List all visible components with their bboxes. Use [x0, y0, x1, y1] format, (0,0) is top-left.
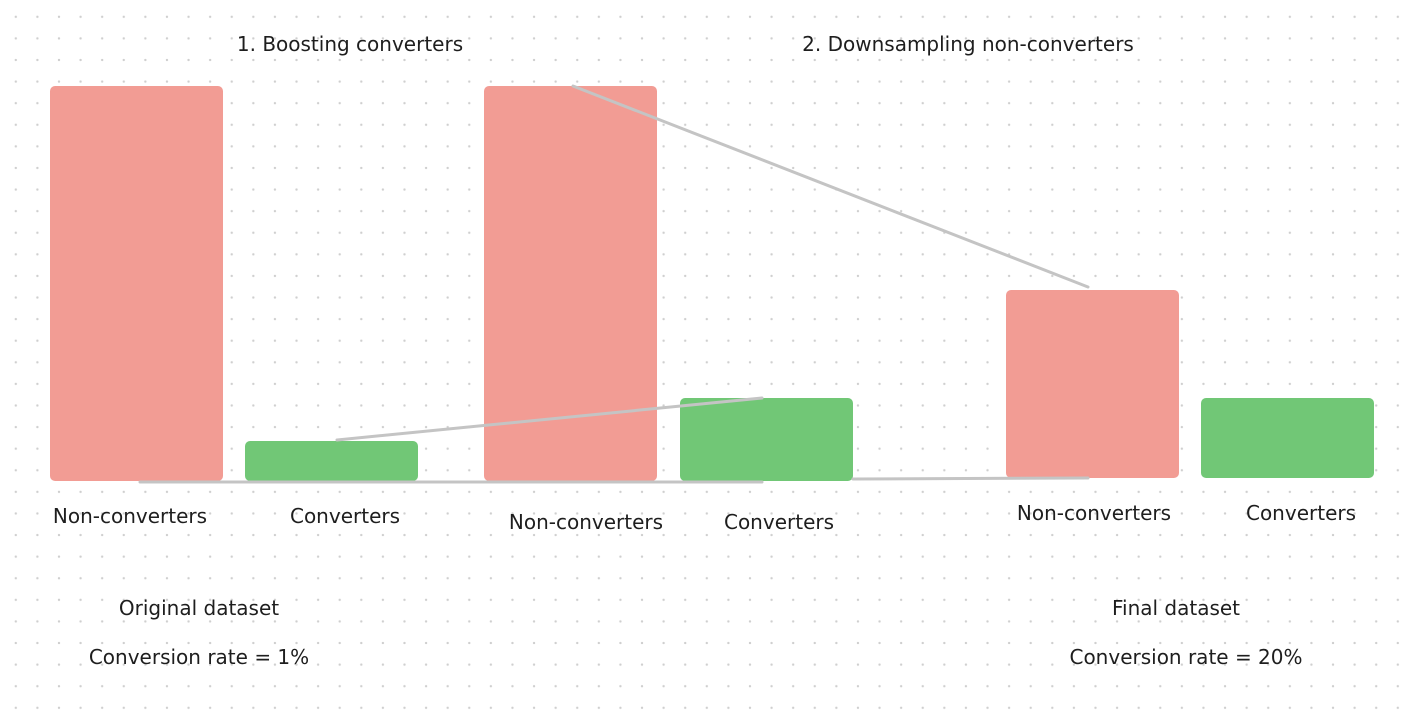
original-dataset-caption: Original dataset — [118, 596, 280, 620]
original-converters-label: Converters — [289, 504, 401, 528]
final-non-converters-bar — [1006, 290, 1179, 478]
final-conversion-rate: Conversion rate = 20% — [1069, 645, 1303, 669]
original-converters-bar — [245, 441, 418, 481]
boosted-converters-bar — [680, 398, 853, 481]
step-2-title: 2. Downsampling non-converters — [802, 32, 1134, 56]
final-converters-label: Converters — [1245, 501, 1357, 525]
original-non-converters-bar — [50, 86, 223, 481]
final-non-converters-label: Non-converters — [1016, 501, 1172, 525]
boosted-converters-label: Converters — [723, 510, 835, 534]
boosted-non-converters-bar — [484, 86, 657, 481]
boosted-non-converters-label: Non-converters — [508, 510, 664, 534]
original-conversion-rate: Conversion rate = 1% — [88, 645, 310, 669]
step-1-title: 1. Boosting converters — [236, 32, 464, 56]
final-converters-bar — [1201, 398, 1374, 478]
downsample-bottom-connector — [851, 476, 1090, 481]
final-dataset-caption: Final dataset — [1111, 596, 1241, 620]
original-non-converters-label: Non-converters — [52, 504, 208, 528]
